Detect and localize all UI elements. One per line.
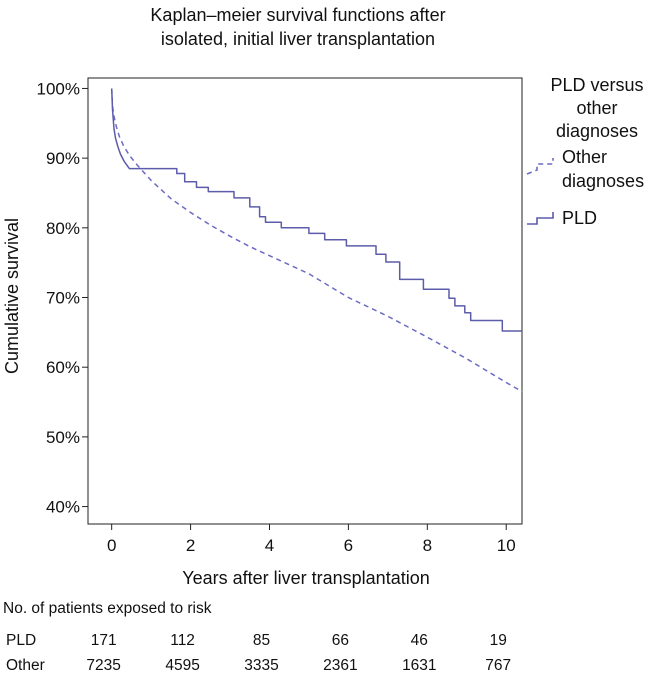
risk-cell: 4595 <box>165 657 199 674</box>
risk-cell: 2361 <box>323 657 357 674</box>
risk-cell: 46 <box>411 632 428 649</box>
y-tick-label: 50% <box>46 428 80 447</box>
legend-swatch-pld <box>527 212 554 225</box>
y-axis: 40% 50% 60% 70% 80% 90% 100% <box>37 79 88 517</box>
series-line-pld <box>110 88 522 332</box>
risk-cell: 171 <box>91 632 117 649</box>
risk-cell: 85 <box>253 632 270 649</box>
x-tick-label: 10 <box>497 536 516 555</box>
legend-title-line-2: other <box>576 98 617 118</box>
y-tick-label: 90% <box>46 149 80 168</box>
legend-label-other-line-1: Other <box>562 147 607 167</box>
y-tick-label: 70% <box>46 289 80 308</box>
y-tick-label: 80% <box>46 219 80 238</box>
y-tick-label: 100% <box>37 79 80 98</box>
risk-cell: 767 <box>485 657 511 674</box>
risk-cell: 66 <box>332 632 349 649</box>
risk-row-label: PLD <box>6 632 36 649</box>
y-axis-title: Cumulative survival <box>2 218 22 374</box>
x-axis: 0 2 4 6 8 10 <box>107 524 516 555</box>
legend: PLD versus other diagnoses Other diagnos… <box>526 75 644 228</box>
x-tick-label: 6 <box>344 536 353 555</box>
risk-cell: 7235 <box>86 657 120 674</box>
x-tick-label: 4 <box>265 536 274 555</box>
legend-swatch-other-diagnoses <box>526 158 554 175</box>
x-axis-title: Years after liver transplantation <box>182 568 429 588</box>
risk-table-title: No. of patients exposed to risk <box>3 600 212 617</box>
x-tick-label: 8 <box>423 536 432 555</box>
risk-cell: 19 <box>490 632 507 649</box>
x-tick-label: 0 <box>107 536 116 555</box>
legend-label-pld: PLD <box>562 208 597 228</box>
y-tick-label: 60% <box>46 358 80 377</box>
plot-area <box>87 77 523 525</box>
chart-title-line-2: isolated, initial liver transplantation <box>161 29 435 49</box>
chart-title: Kaplan–meier survival functions after is… <box>150 5 445 49</box>
series-layer <box>110 88 523 393</box>
legend-title-line-3: diagnoses <box>556 121 638 141</box>
series-line-other-diagnoses <box>110 88 523 393</box>
risk-table: No. of patients exposed to risk PLD 171 11… <box>3 600 511 674</box>
x-tick-label: 2 <box>186 536 195 555</box>
y-tick-label: 40% <box>46 498 80 517</box>
chart-title-line-1: Kaplan–meier survival functions after <box>150 5 445 25</box>
plot-frame <box>87 77 523 525</box>
risk-cell: 3335 <box>244 657 278 674</box>
risk-cell: 112 <box>170 632 195 649</box>
risk-cell: 1631 <box>402 657 436 674</box>
risk-row-label: Other <box>6 657 45 674</box>
legend-title-line-1: PLD versus <box>550 75 643 95</box>
legend-label-other-line-2: diagnoses <box>562 171 644 191</box>
